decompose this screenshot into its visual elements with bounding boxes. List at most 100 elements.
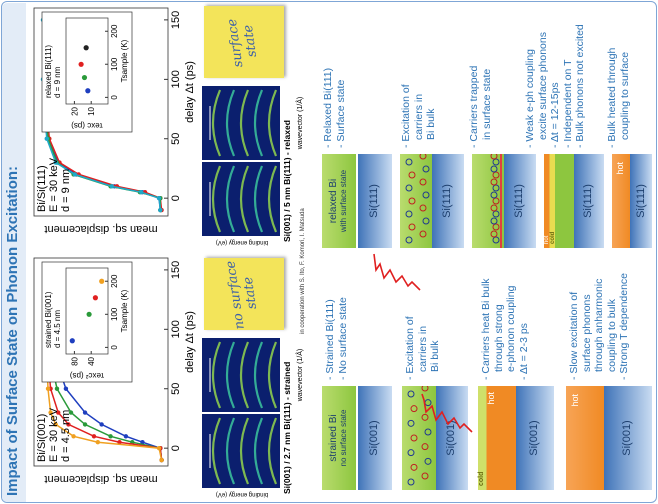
carrier xyxy=(407,449,415,457)
bullets: - Bulk heated through coupling to surface xyxy=(606,48,631,148)
x-tick-label: 50 xyxy=(170,383,182,395)
carrier xyxy=(407,419,415,427)
inset-axes xyxy=(65,267,109,355)
data-point xyxy=(48,410,53,415)
note-text: no surface state xyxy=(223,259,261,331)
data-point xyxy=(82,422,88,427)
bullet-line: - Excitation of xyxy=(400,84,412,148)
arpes-band xyxy=(211,341,222,409)
layer-label: strained Bi xyxy=(328,414,339,462)
arpes-band xyxy=(267,417,278,485)
arpes-band xyxy=(211,89,222,157)
data-point xyxy=(72,172,78,177)
carrier xyxy=(410,434,418,442)
data-point xyxy=(63,386,69,391)
x-tick-label: 0 xyxy=(110,95,119,100)
carrier xyxy=(419,204,427,212)
si-layer: Si(111) xyxy=(630,154,652,248)
x-tick-label: 0 xyxy=(110,345,119,350)
bullet-line: - Surface state xyxy=(334,79,347,148)
pulse-wave xyxy=(421,393,473,433)
layer-label: Si(111) xyxy=(441,184,453,218)
bullet-line: through anharmonic xyxy=(593,278,605,372)
bullet-line: - Carriers heat Bi bulk xyxy=(480,278,492,380)
carrier xyxy=(424,428,432,436)
data-point xyxy=(156,195,162,201)
inset-legend: d = 9 nm xyxy=(53,66,62,98)
bullet-line: - Δt = 2-3 ps xyxy=(517,323,530,380)
sticky-note: no surface state xyxy=(204,258,284,330)
arpes: Si(001) / 5 nm Bi(111) - relaxed binding … xyxy=(202,86,304,245)
bullets: - Carriers trapped in surface state xyxy=(468,66,493,148)
slide-title: Impact of Surface State on Phonon Excita… xyxy=(4,165,21,496)
laser-pulse xyxy=(373,253,421,291)
y-tick-label: 20 xyxy=(70,106,79,115)
carrier xyxy=(419,178,427,186)
data-point xyxy=(99,422,104,427)
carrier xyxy=(421,413,429,421)
x-axis-label: Tsample (K) xyxy=(120,289,129,332)
arpes-band xyxy=(253,89,264,157)
data-point xyxy=(85,88,91,94)
bi-layer: cold hot xyxy=(478,386,516,490)
layer-label: hot xyxy=(486,392,496,405)
si-layer: Si(111) xyxy=(574,154,604,248)
inset-axes xyxy=(65,17,109,105)
carrier xyxy=(492,210,500,218)
data-point xyxy=(109,184,115,189)
data-point xyxy=(99,278,105,284)
data-point xyxy=(53,422,58,427)
pulse-wave xyxy=(373,253,421,291)
plot-title: Bi/Si(111) xyxy=(36,165,48,212)
arpes-band xyxy=(253,341,264,409)
arpes-band xyxy=(239,89,250,157)
layer-label: Si(001) xyxy=(528,420,540,456)
bullets: - Excitation of carriers in Bi bulk xyxy=(400,84,438,148)
arpes-band xyxy=(211,417,222,485)
arpes-ylabel: binding energy (eV) xyxy=(216,239,268,245)
plot-title: d = 4.5 nm xyxy=(60,410,72,462)
data-point xyxy=(158,207,163,213)
layer-label: Si(001) xyxy=(368,420,380,456)
data-point xyxy=(54,386,60,391)
bullets: - Carriers heat Bi bulk through strong e-p… xyxy=(480,278,530,380)
layer-label: Si(111) xyxy=(368,184,380,218)
arpes-band xyxy=(239,417,250,485)
inset-legend: d = 4.5 nm xyxy=(53,310,62,348)
plot-title: E = 30 keV xyxy=(48,407,60,462)
layer-label: hot xyxy=(570,394,580,407)
carrier xyxy=(408,197,416,205)
inset-legend: strained Bi(001) xyxy=(44,291,53,348)
carrier xyxy=(492,197,500,205)
bi-layer: hot cold xyxy=(544,154,574,248)
bullet-line: - Slow excitation of xyxy=(568,291,580,380)
x-axis-label: delay Δt (ps) xyxy=(184,311,196,373)
data-point xyxy=(53,160,58,165)
x-tick-label: 100 xyxy=(170,320,182,338)
x-tick-label: 150 xyxy=(170,11,182,29)
y-axis-label: τexc (ps) xyxy=(71,121,103,130)
carrier xyxy=(490,152,498,160)
inset-frame xyxy=(41,261,133,383)
carrier xyxy=(405,210,413,218)
carrier xyxy=(408,223,416,231)
data-point xyxy=(156,445,162,451)
arpes-band xyxy=(239,165,250,233)
arpes-band xyxy=(239,341,250,409)
data-point xyxy=(140,440,145,445)
bullet-line: - No surface state xyxy=(336,297,349,380)
x-tick-label: 100 xyxy=(110,57,119,71)
bullet-line: - Independent on T xyxy=(561,59,574,148)
bullet-line: surface phonons xyxy=(580,294,593,372)
data-point xyxy=(95,440,101,445)
carrier xyxy=(490,165,498,173)
data-point xyxy=(68,410,74,415)
y-tick-label: 80 xyxy=(70,356,79,365)
y-tick-label: 10 xyxy=(87,106,96,115)
x-tick-label: 0 xyxy=(170,445,182,451)
bi-layer: strained Bi no surface state xyxy=(322,386,356,490)
arpes-band xyxy=(225,89,236,157)
bullets: - Excitation of carriers in Bi bulk xyxy=(404,316,442,380)
si-layer: Si(001) xyxy=(358,386,392,490)
